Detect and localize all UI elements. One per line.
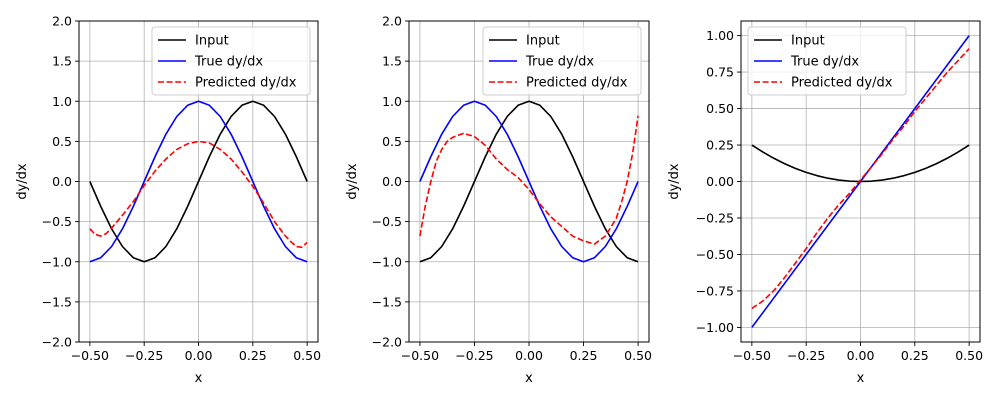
- y-tick-label: −0.25: [696, 210, 734, 225]
- series-line-true-dy-dx: [419, 100, 639, 263]
- y-tick-label: −2.0: [42, 335, 72, 350]
- y-tick-label: 2.0: [52, 14, 72, 29]
- x-axis-label: x: [525, 371, 533, 386]
- y-tick-label: 2.0: [382, 14, 402, 29]
- y-tick-label: 1.0: [382, 94, 402, 109]
- y-tick-label: −1.00: [696, 320, 734, 335]
- x-tick-label: −0.25: [787, 348, 825, 363]
- y-tick-label: 0.5: [52, 134, 72, 149]
- x-tick-label: 0.25: [239, 348, 267, 363]
- legend-label: Predicted dy/dx: [526, 76, 628, 91]
- legend-label: Input: [195, 34, 229, 49]
- x-tick-label: 0.50: [955, 348, 983, 363]
- legend: Input True dy/dx Predicted dy/dx: [482, 26, 642, 96]
- x-tick-label: −0.25: [455, 348, 493, 363]
- x-tick-label: −0.25: [125, 348, 163, 363]
- y-tick-label: 0.75: [706, 65, 734, 80]
- x-tick-label: −0.50: [401, 348, 439, 363]
- legend-label: Input: [791, 34, 825, 49]
- x-tick-label: 0.00: [185, 348, 213, 363]
- x-tick-label: 0.00: [515, 348, 543, 363]
- y-tick-label: 0.0: [52, 174, 72, 189]
- legend-box: [482, 26, 642, 96]
- series-group: [751, 35, 970, 328]
- x-tick-label: 0.50: [624, 348, 652, 363]
- y-tick-label: 0.25: [706, 138, 734, 153]
- legend-box: [747, 26, 907, 96]
- y-tick-label: 0.0: [382, 174, 402, 189]
- y-tick-label: 0.5: [382, 134, 402, 149]
- x-tick-label: 0.50: [293, 348, 321, 363]
- legend-label: Predicted dy/dx: [791, 76, 893, 91]
- subplot-3: −0.50 −0.25 0.00 0.25 0.50 −1.00 −0.75 −0.50 −0.…: [667, 20, 983, 386]
- x-tick-label: 0.25: [901, 348, 929, 363]
- y-axis-label: dy/dx: [345, 163, 360, 200]
- y-tick-label: 1.00: [706, 28, 734, 43]
- y-tick-label: −1.5: [42, 294, 72, 309]
- y-tick-label: −1.5: [372, 294, 402, 309]
- series-line-input: [419, 100, 639, 263]
- legend-label: Input: [526, 34, 560, 49]
- x-axis-label: x: [195, 371, 203, 386]
- y-tick-label: 1.5: [382, 54, 402, 69]
- y-tick-label: −0.5: [372, 214, 402, 229]
- x-tick-label: 0.25: [570, 348, 598, 363]
- x-tick-label: −0.50: [733, 348, 771, 363]
- series-group: [89, 100, 308, 263]
- series-line-true-dy-dx: [751, 35, 970, 328]
- y-tick-label: −0.5: [42, 214, 72, 229]
- x-tick-label: −0.50: [71, 348, 109, 363]
- series-line-predicted-dy-dx: [419, 115, 639, 245]
- legend-label: True dy/dx: [194, 55, 263, 70]
- y-tick-label: 1.0: [52, 94, 72, 109]
- y-axis-label: dy/dx: [667, 163, 682, 200]
- series-line-predicted-dy-dx: [89, 140, 308, 249]
- y-tick-label: 0.00: [706, 174, 734, 189]
- legend: Input True dy/dx Predicted dy/dx: [151, 26, 311, 96]
- subplot-1: −0.50 −0.25 0.00 0.25 0.50 −2.0 −1.5 −1.0 −0.5 0.…: [15, 14, 321, 387]
- y-tick-label: 0.50: [706, 101, 734, 116]
- y-tick-label: −1.0: [372, 254, 402, 269]
- legend-label: Predicted dy/dx: [195, 76, 297, 91]
- y-axis-label: dy/dx: [15, 163, 30, 200]
- legend-label: True dy/dx: [525, 55, 594, 70]
- series-line-predicted-dy-dx: [751, 48, 970, 310]
- x-tick-label: 0.00: [847, 348, 875, 363]
- legend-label: True dy/dx: [790, 55, 859, 70]
- y-tick-label: −1.0: [42, 254, 72, 269]
- y-tick-label: −0.75: [696, 283, 734, 298]
- legend-box: [151, 26, 311, 96]
- series-group: [419, 100, 639, 263]
- series-line-input: [89, 100, 308, 263]
- y-tick-label: 1.5: [52, 54, 72, 69]
- y-tick-label: −2.0: [372, 335, 402, 350]
- legend: Input True dy/dx Predicted dy/dx: [747, 26, 907, 96]
- subplot-2: −0.50 −0.25 0.00 0.25 0.50 −2.0 −1.5 −1.0 −0.5 0.…: [345, 14, 652, 387]
- series-line-true-dy-dx: [89, 100, 308, 263]
- x-axis-label: x: [857, 371, 865, 386]
- y-tick-label: −0.50: [696, 247, 734, 262]
